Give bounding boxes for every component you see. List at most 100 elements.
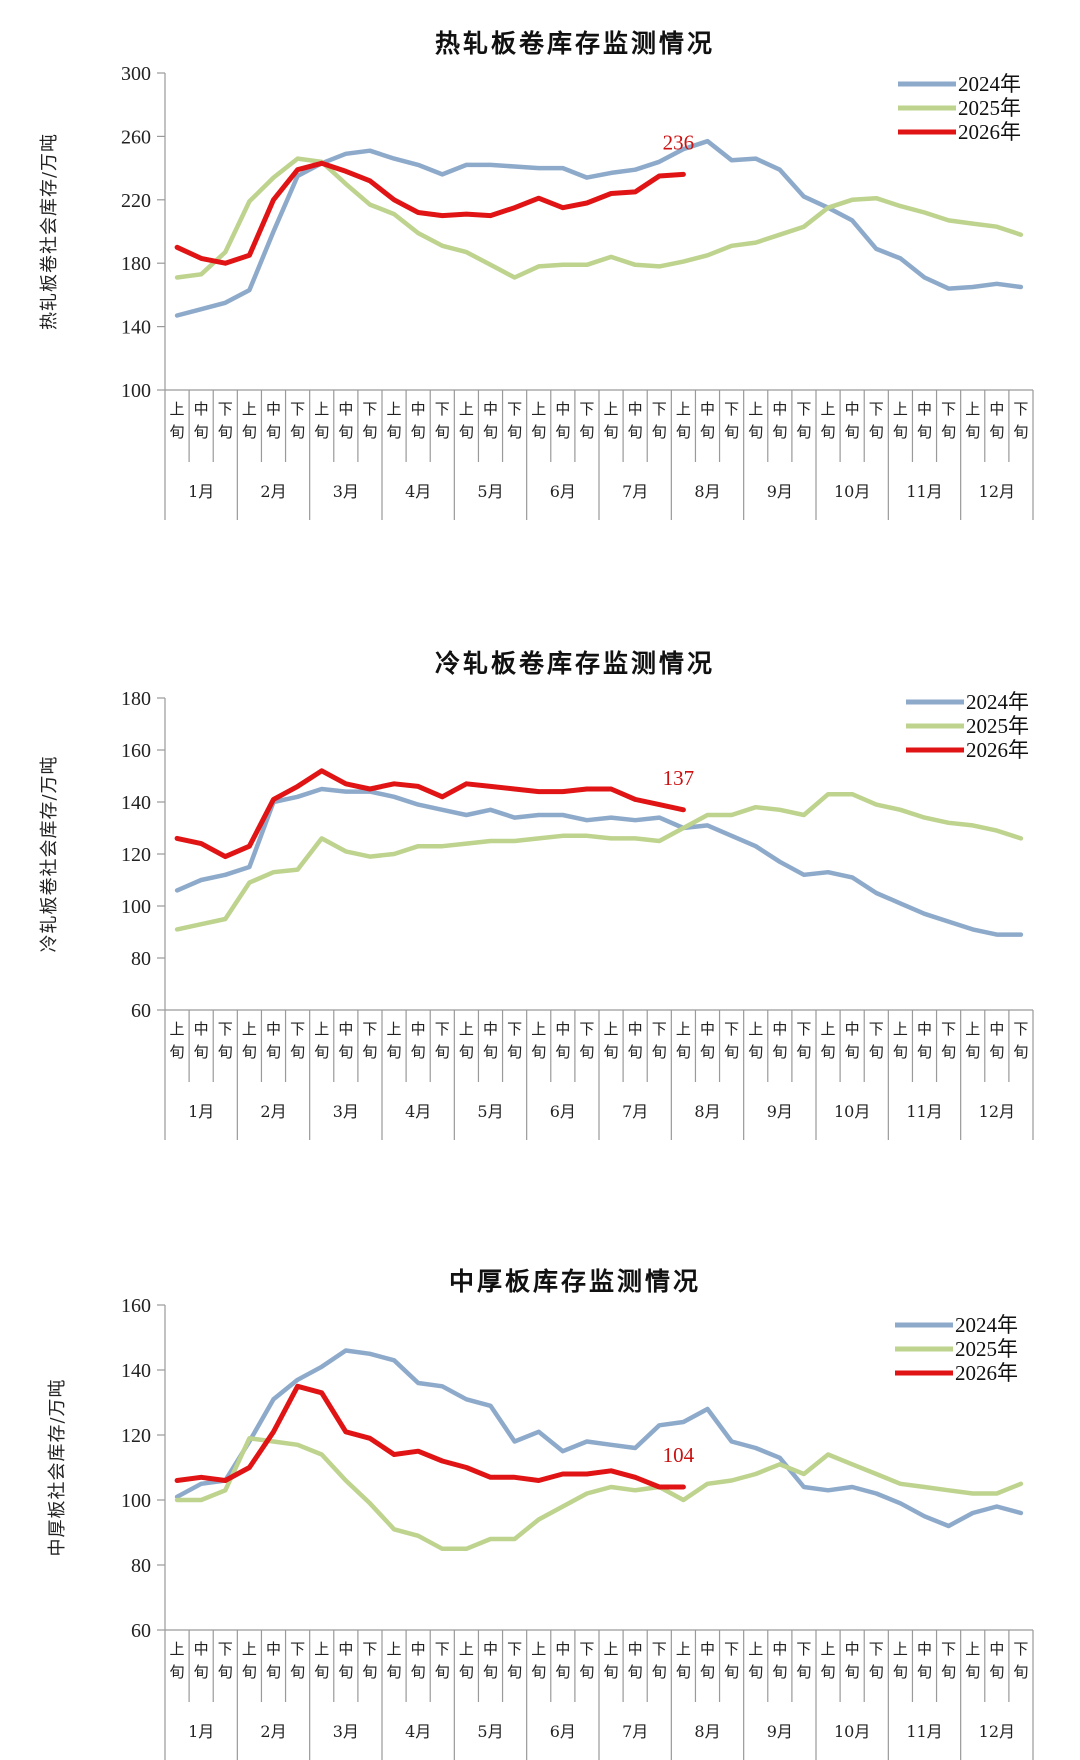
x-tick-label: 旬	[676, 1663, 691, 1681]
x-month-label: 11月	[906, 1102, 942, 1121]
x-tick-label: 中	[772, 1640, 787, 1658]
x-tick-label: 旬	[917, 1043, 932, 1061]
x-tick-label: 旬	[772, 1663, 787, 1681]
x-tick-label: 下	[507, 400, 522, 418]
x-tick-label: 下	[290, 1020, 305, 1038]
y-tick-label: 180	[121, 688, 151, 710]
x-tick-label: 旬	[218, 1663, 233, 1681]
x-tick-label: 下	[724, 400, 739, 418]
x-month-label: 3月	[333, 1722, 359, 1741]
x-tick-label: 旬	[387, 1043, 402, 1061]
x-tick-label: 中	[917, 400, 932, 418]
x-tick-label: 旬	[194, 423, 209, 441]
x-tick-label: 旬	[362, 423, 377, 441]
x-tick-label: 上	[242, 1020, 257, 1038]
x-tick-label: 旬	[724, 1663, 739, 1681]
x-tick-label: 上	[242, 400, 257, 418]
last-value-annotation: 137	[663, 766, 695, 790]
y-tick-label: 100	[121, 896, 151, 918]
x-month-label: 9月	[767, 482, 793, 501]
x-tick-label: 中	[845, 400, 860, 418]
x-tick-label: 旬	[965, 1043, 980, 1061]
x-tick-label: 下	[1013, 400, 1028, 418]
x-tick-label: 旬	[290, 1663, 305, 1681]
x-tick-label: 旬	[869, 423, 884, 441]
x-tick-label: 中	[266, 400, 281, 418]
x-tick-label: 旬	[893, 1663, 908, 1681]
x-tick-label: 旬	[507, 1043, 522, 1061]
series-line-2025	[174, 156, 1024, 280]
x-tick-label: 上	[242, 1640, 257, 1658]
x-tick-label: 旬	[507, 423, 522, 441]
x-tick-label: 中	[989, 1020, 1004, 1038]
x-tick-label: 上	[965, 1640, 980, 1658]
x-tick-label: 旬	[507, 1663, 522, 1681]
x-tick-label: 旬	[821, 1663, 836, 1681]
x-tick-label: 中	[555, 400, 570, 418]
x-tick-label: 中	[483, 1020, 498, 1038]
x-month-label: 10月	[834, 482, 870, 501]
chart-title: 冷轧板卷库存监测情况	[435, 649, 715, 678]
x-tick-label: 旬	[314, 423, 329, 441]
x-tick-label: 旬	[700, 423, 715, 441]
x-tick-label: 旬	[459, 1043, 474, 1061]
x-tick-label: 旬	[555, 423, 570, 441]
x-month-label: 9月	[767, 1102, 793, 1121]
y-tick-label: 80	[131, 948, 151, 970]
x-tick-label: 旬	[555, 1663, 570, 1681]
y-tick-label: 140	[121, 1360, 151, 1382]
x-month-label: 3月	[333, 482, 359, 501]
x-tick-label: 旬	[387, 423, 402, 441]
x-tick-label: 中	[917, 1640, 932, 1658]
x-month-label: 5月	[477, 1102, 503, 1121]
x-tick-label: 中	[700, 400, 715, 418]
x-tick-label: 上	[965, 1020, 980, 1038]
x-month-label: 4月	[405, 1102, 431, 1121]
series-line-2025	[174, 1436, 1024, 1552]
x-tick-label: 旬	[579, 1663, 594, 1681]
x-tick-label: 旬	[965, 423, 980, 441]
x-tick-label: 中	[411, 1020, 426, 1038]
x-tick-label: 下	[1013, 1640, 1028, 1658]
chart-svg: 中厚板库存监测情况中厚板社会库存/万吨6080100120140160上旬中旬下…	[47, 1267, 1034, 1760]
x-tick-label: 下	[435, 400, 450, 418]
x-tick-label: 下	[869, 1640, 884, 1658]
x-tick-label: 下	[362, 1640, 377, 1658]
x-tick-label: 旬	[796, 1663, 811, 1681]
legend-label: 2024年	[966, 690, 1029, 714]
x-month-label: 6月	[550, 482, 576, 501]
x-tick-label: 旬	[869, 1043, 884, 1061]
x-tick-label: 中	[772, 400, 787, 418]
x-month-label: 2月	[260, 1722, 286, 1741]
x-tick-label: 旬	[290, 1043, 305, 1061]
x-tick-label: 旬	[170, 1043, 185, 1061]
x-tick-label: 旬	[845, 423, 860, 441]
y-axis-label: 冷轧板卷社会库存/万吨	[39, 755, 60, 952]
x-tick-label: 旬	[483, 423, 498, 441]
x-tick-label: 下	[579, 1640, 594, 1658]
series-line-2024	[174, 786, 1024, 937]
x-tick-label: 旬	[1013, 1043, 1028, 1061]
x-tick-label: 旬	[218, 1043, 233, 1061]
chart-hot-rolled: 热轧板卷库存监测情况 热轧板卷社会库存/万吨 100 140 180 220 260 300 上…	[0, 0, 1080, 520]
x-month-label: 9月	[767, 1722, 793, 1741]
x-month-label: 8月	[694, 1722, 720, 1741]
x-tick-label: 中	[989, 1640, 1004, 1658]
x-tick-label: 旬	[989, 1663, 1004, 1681]
x-tick-label: 旬	[604, 423, 619, 441]
x-tick-label: 下	[218, 1020, 233, 1038]
x-tick-label: 旬	[772, 1043, 787, 1061]
x-tick-label: 上	[459, 1020, 474, 1038]
x-tick-label: 下	[941, 1020, 956, 1038]
x-tick-label: 下	[796, 1640, 811, 1658]
x-tick-label: 中	[845, 1020, 860, 1038]
x-tick-label: 下	[796, 1020, 811, 1038]
series-line-2024	[174, 1348, 1024, 1529]
x-tick-label: 旬	[531, 1043, 546, 1061]
x-tick-label: 中	[555, 1640, 570, 1658]
x-month-label: 12月	[979, 1102, 1015, 1121]
x-tick-label: 旬	[893, 1043, 908, 1061]
y-tick-label: 160	[121, 740, 151, 762]
x-tick-label: 下	[724, 1640, 739, 1658]
x-month-label: 7月	[622, 1722, 648, 1741]
